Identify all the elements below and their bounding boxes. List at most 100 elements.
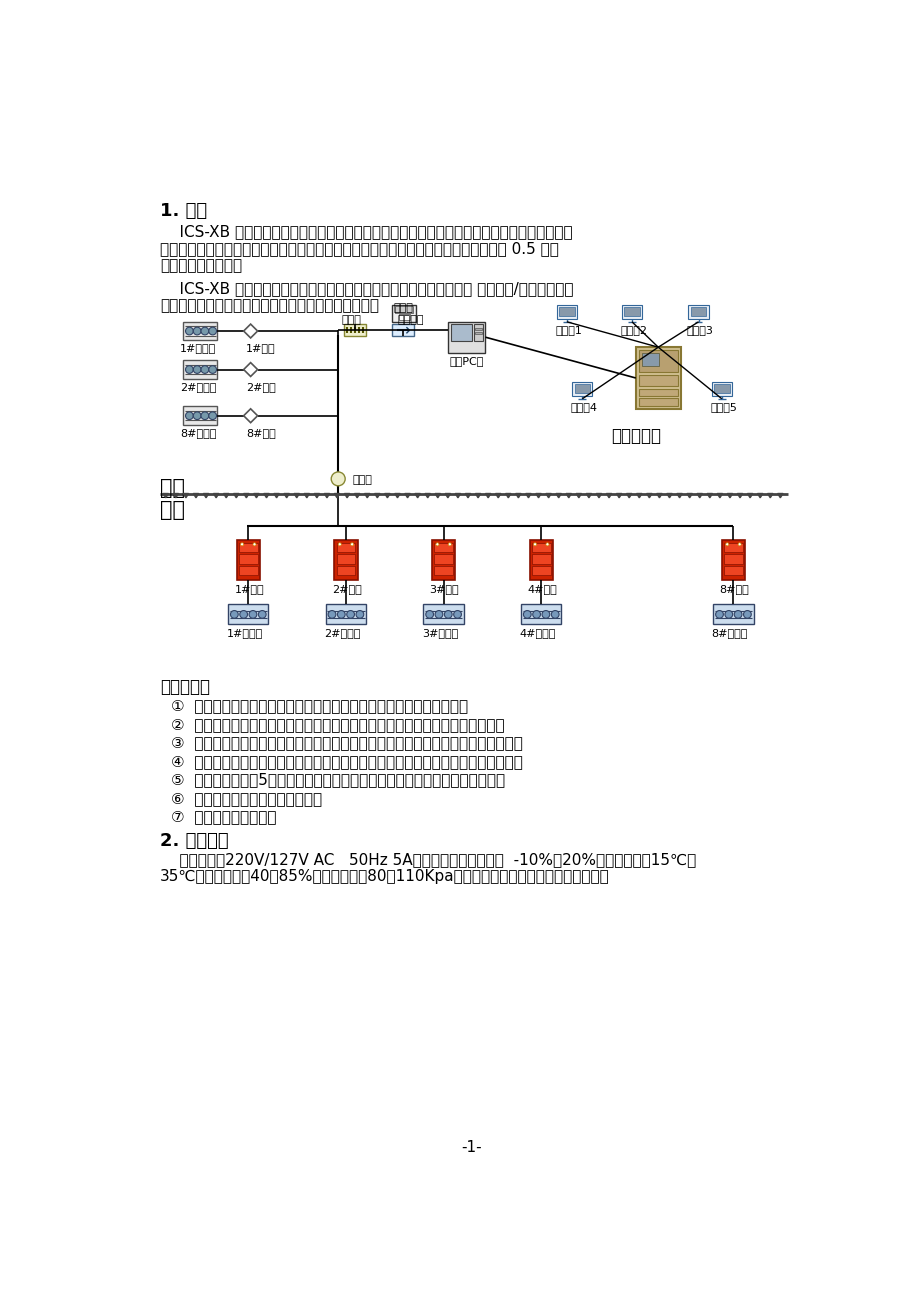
Polygon shape <box>616 493 621 497</box>
Circle shape <box>253 543 255 546</box>
Text: ⑥  具有皮带秤零点自动补正功能；: ⑥ 具有皮带秤零点自动补正功能； <box>171 790 322 806</box>
Text: 2#皮带秤: 2#皮带秤 <box>180 381 216 392</box>
Polygon shape <box>244 409 257 423</box>
Bar <box>712 604 753 625</box>
Bar <box>556 305 576 319</box>
Bar <box>434 566 452 575</box>
Polygon shape <box>334 493 339 497</box>
Bar <box>623 307 639 315</box>
Text: 3#分站: 3#分站 <box>429 585 459 594</box>
Polygon shape <box>606 493 611 497</box>
Bar <box>572 381 592 396</box>
Circle shape <box>337 611 345 618</box>
Bar <box>531 566 550 575</box>
Polygon shape <box>736 493 742 497</box>
Text: 1#皮带秤: 1#皮带秤 <box>180 344 216 353</box>
Polygon shape <box>676 493 682 497</box>
Polygon shape <box>223 493 229 497</box>
Text: 8#分站: 8#分站 <box>719 585 748 594</box>
Bar <box>711 381 732 396</box>
Bar <box>690 307 706 315</box>
Text: ①  皮带秤秤体为下置式秤架、耳轴式支点设计，结构合理、稳定可靠；: ① 皮带秤秤体为下置式秤架、耳轴式支点设计，结构合理、稳定可靠； <box>171 698 468 713</box>
Circle shape <box>258 611 266 618</box>
Polygon shape <box>183 493 188 497</box>
Bar <box>336 555 355 564</box>
Polygon shape <box>485 493 491 497</box>
Bar <box>394 306 413 312</box>
Polygon shape <box>686 493 692 497</box>
Bar <box>473 324 482 341</box>
Circle shape <box>193 411 201 419</box>
Text: 4#分站: 4#分站 <box>527 585 556 594</box>
Circle shape <box>240 611 247 618</box>
Circle shape <box>541 611 550 618</box>
Polygon shape <box>274 493 279 497</box>
Bar <box>638 350 677 372</box>
Circle shape <box>328 611 335 618</box>
Polygon shape <box>203 493 209 497</box>
Bar <box>336 566 355 575</box>
Text: 2#分站: 2#分站 <box>332 585 361 594</box>
Polygon shape <box>254 493 259 497</box>
Bar <box>723 566 742 575</box>
Bar <box>183 406 217 424</box>
Circle shape <box>733 611 741 618</box>
Polygon shape <box>344 493 349 497</box>
Text: 矿领导3: 矿领导3 <box>686 326 713 335</box>
Circle shape <box>725 543 728 546</box>
Bar <box>434 543 452 552</box>
Circle shape <box>186 327 193 335</box>
Text: 能型、多功能、高精度在线实时计量器具，适用于多种行业的输送过程计量，计量精度 0.5 级，: 能型、多功能、高精度在线实时计量器具，适用于多种行业的输送过程计量，计量精度 0… <box>160 241 558 256</box>
Circle shape <box>425 611 433 618</box>
Polygon shape <box>545 493 550 497</box>
Bar <box>474 328 482 331</box>
Bar <box>392 305 415 322</box>
Circle shape <box>186 366 193 374</box>
Text: 1#分站: 1#分站 <box>234 585 264 594</box>
Polygon shape <box>465 493 471 497</box>
Circle shape <box>715 611 722 618</box>
Circle shape <box>435 611 442 618</box>
Bar <box>336 543 355 552</box>
Text: ③  选用先进的计量、采集、通讯为一体的仪表，信号采集速度快、精度高、功能强；: ③ 选用先进的计量、采集、通讯为一体的仪表，信号采集速度快、精度高、功能强； <box>171 736 522 750</box>
Circle shape <box>209 327 216 335</box>
Text: 1#皮带秤: 1#皮带秤 <box>226 629 263 638</box>
Text: 内部局域网: 内部局域网 <box>610 427 660 445</box>
Polygon shape <box>535 493 540 497</box>
Circle shape <box>338 543 341 546</box>
Text: 通信接口: 通信接口 <box>397 315 423 326</box>
Circle shape <box>453 611 461 618</box>
Text: 地面: 地面 <box>160 478 185 499</box>
Bar <box>638 389 677 397</box>
Polygon shape <box>384 493 390 497</box>
Polygon shape <box>656 493 662 497</box>
Text: 8#皮带秤: 8#皮带秤 <box>711 629 747 638</box>
Bar <box>531 555 550 564</box>
Bar <box>531 543 550 552</box>
Polygon shape <box>323 493 329 497</box>
Polygon shape <box>244 324 257 339</box>
Circle shape <box>724 611 732 618</box>
Polygon shape <box>717 493 721 497</box>
Bar <box>183 322 217 340</box>
Polygon shape <box>746 493 752 497</box>
Text: 井下: 井下 <box>160 500 185 519</box>
Circle shape <box>448 543 451 546</box>
Polygon shape <box>596 493 601 497</box>
Polygon shape <box>756 493 762 497</box>
Text: 工控PC机: 工控PC机 <box>449 355 483 366</box>
Text: ②  不锈钢金属密封波纹管式称重传感器，能够有效的消除侧向力对称重的影响；: ② 不锈钢金属密封波纹管式称重传感器，能够有效的消除侧向力对称重的影响； <box>171 717 504 732</box>
Text: ⑤  现场数字显示（5年停电记忆），工控机可以对智能仪表进行远程参数设定；: ⑤ 现场数字显示（5年停电记忆），工控机可以对智能仪表进行远程参数设定； <box>171 772 505 788</box>
Bar <box>239 566 257 575</box>
Text: 对周围环境无污染。: 对周围环境无污染。 <box>160 258 242 273</box>
Circle shape <box>545 543 549 546</box>
Text: 2#皮带秤: 2#皮带秤 <box>323 629 360 638</box>
Bar <box>687 305 708 319</box>
Circle shape <box>743 611 751 618</box>
Polygon shape <box>414 493 420 497</box>
Text: -1-: -1- <box>460 1141 482 1155</box>
Polygon shape <box>244 493 249 497</box>
Bar <box>638 375 677 385</box>
Bar <box>723 555 742 564</box>
Polygon shape <box>585 493 591 497</box>
